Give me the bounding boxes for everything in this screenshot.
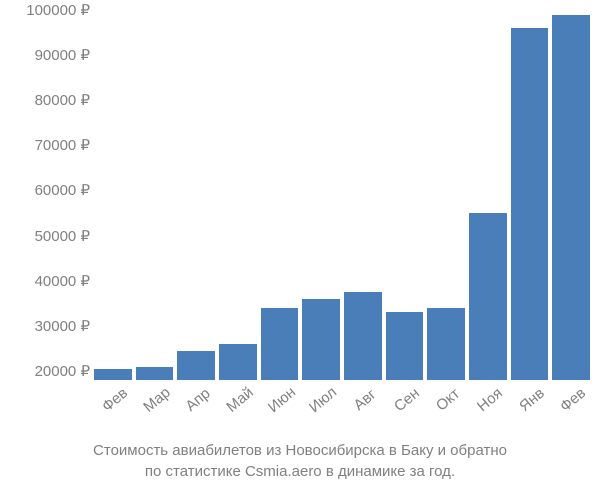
- bar: [302, 299, 340, 380]
- y-tick-label: 40000 ₽: [10, 272, 90, 290]
- plot: [90, 10, 590, 380]
- bar: [344, 292, 382, 380]
- y-tick-label: 50000 ₽: [10, 227, 90, 245]
- y-tick-label: 70000 ₽: [10, 136, 90, 154]
- bars-container: [94, 10, 590, 380]
- bar: [177, 351, 215, 380]
- bar: [136, 367, 174, 380]
- caption: Стоимость авиабилетов из Новосибирска в …: [0, 440, 600, 482]
- bar: [219, 344, 257, 380]
- y-tick-label: 100000 ₽: [10, 1, 90, 19]
- y-tick-label: 60000 ₽: [10, 181, 90, 199]
- chart-area: [90, 10, 590, 380]
- bar: [427, 308, 465, 380]
- y-tick-label: 30000 ₽: [10, 317, 90, 335]
- bar: [552, 15, 590, 380]
- y-tick-label: 20000 ₽: [10, 362, 90, 380]
- bar: [386, 312, 424, 380]
- bar: [261, 308, 299, 380]
- caption-line-1: Стоимость авиабилетов из Новосибирска в …: [0, 440, 600, 461]
- bar: [469, 213, 507, 380]
- x-axis: ФевМарАпрМайИюнИюлАвгСенОктНояЯнвФев: [94, 388, 590, 448]
- bar: [94, 369, 132, 380]
- y-tick-label: 80000 ₽: [10, 91, 90, 109]
- y-tick-label: 90000 ₽: [10, 46, 90, 64]
- bar: [511, 28, 549, 380]
- caption-line-2: по статистике Csmia.aero в динамике за г…: [0, 461, 600, 482]
